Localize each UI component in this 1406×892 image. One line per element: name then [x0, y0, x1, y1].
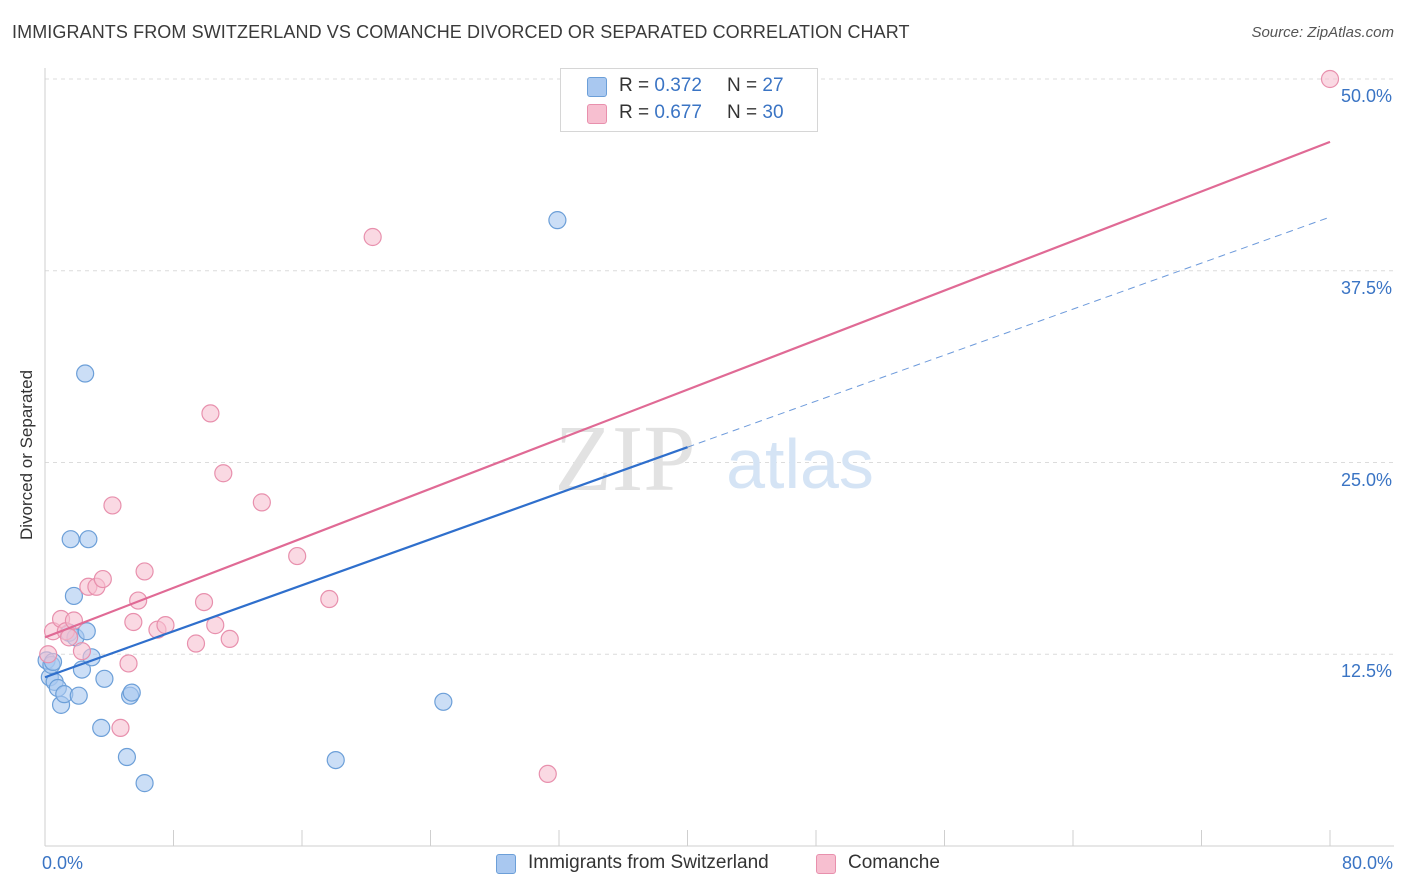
bottom-legend-label: Immigrants from Switzerland: [528, 852, 769, 873]
point-switzerland: [548, 211, 567, 230]
source-label: Source: ZipAtlas.com: [1251, 24, 1394, 41]
point-comanche: [288, 546, 307, 566]
point-switzerland: [122, 683, 141, 702]
bottom-legend-label: Comanche: [848, 852, 940, 873]
legend-r-value: 0.677: [654, 102, 702, 123]
legend-n-label: N =: [727, 102, 763, 123]
point-comanche: [72, 642, 92, 661]
point-switzerland: [61, 530, 80, 549]
point-comanche: [103, 496, 122, 515]
point-switzerland: [79, 530, 98, 549]
trend-line-comanche: [44, 140, 1331, 639]
trend-line-switzerland: [44, 446, 688, 679]
y-tick-label: 37.5%: [1340, 277, 1392, 298]
point-switzerland: [76, 364, 95, 383]
bottom-legend-swatch-pink: [816, 854, 836, 874]
point-comanche: [220, 629, 239, 649]
bottom-legend-swatch-blue: [496, 854, 516, 874]
point-comanche: [135, 562, 154, 581]
point-comanche: [538, 764, 557, 784]
point-comanche: [111, 718, 130, 737]
watermark: ZIP atlas: [555, 407, 874, 511]
point-comanche: [1320, 69, 1340, 89]
point-switzerland: [77, 622, 96, 641]
point-comanche: [186, 634, 206, 653]
legend-n-value: 27: [762, 75, 784, 96]
legend-n-label: N =: [727, 75, 763, 96]
x-tick-label-max: 80.0%: [1341, 853, 1393, 873]
point-comanche: [214, 464, 233, 483]
watermark-atlas: atlas: [726, 425, 874, 503]
watermark-zip: ZIP: [555, 407, 696, 511]
chart-title: IMMIGRANTS FROM SWITZERLAND VS COMANCHE …: [12, 22, 910, 42]
y-tick-label: 50.0%: [1340, 86, 1392, 106]
grid-lines: [45, 78, 1394, 655]
trend-lines: [44, 140, 1331, 679]
point-comanche: [320, 589, 339, 609]
legend: R = 0.372 N = 27 R = 0.677 N = 30: [560, 68, 818, 132]
point-switzerland: [64, 586, 84, 606]
point-comanche: [363, 227, 382, 247]
point-switzerland: [117, 747, 137, 767]
y-tick-label: 25.0%: [1340, 469, 1392, 490]
point-switzerland: [135, 774, 154, 793]
point-comanche: [252, 493, 271, 512]
legend-r-value: 0.372: [654, 75, 702, 96]
point-comanche: [201, 404, 220, 423]
x-tick-label-min: 0.0%: [42, 853, 84, 873]
legend-r-label: R =: [619, 102, 655, 123]
trend-line-switzerland-extension: [687, 216, 1331, 448]
point-comanche: [119, 654, 138, 673]
y-tick-label: 12.5%: [1340, 661, 1392, 682]
point-switzerland: [95, 669, 114, 688]
legend-n-value: 30: [762, 102, 784, 123]
axes: [44, 68, 1394, 847]
point-comanche: [93, 569, 112, 589]
point-switzerland: [69, 686, 88, 705]
point-switzerland: [434, 692, 453, 711]
point-switzerland: [92, 718, 111, 737]
point-comanche: [124, 612, 143, 632]
point-comanche: [39, 645, 58, 664]
legend-swatch-blue: [587, 77, 607, 97]
legend-swatch-pink: [587, 104, 607, 124]
legend-r-label: R =: [619, 75, 655, 96]
point-switzerland: [326, 750, 345, 770]
point-comanche: [194, 592, 214, 612]
